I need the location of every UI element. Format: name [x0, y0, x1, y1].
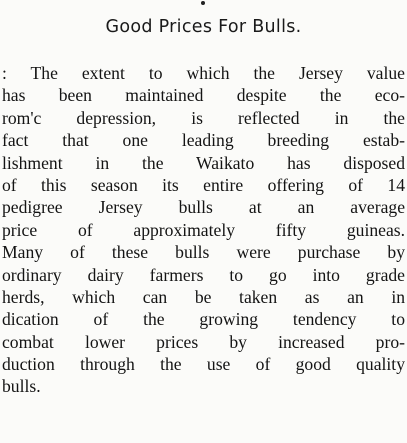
article-body: : The extent to which the Jersey value h…	[2, 62, 405, 398]
article-line: pedigree Jersey bulls at an average	[2, 197, 405, 218]
ink-speck	[201, 1, 205, 5]
article-line: has been maintained despite the eco-	[2, 85, 405, 106]
article-line: rom'c depression, is reflected in the	[2, 107, 405, 128]
article-line: price of approximately fifty guineas.	[2, 219, 405, 240]
article-line: combat lower prices by increased pro-	[2, 331, 405, 352]
article-line: ordinary dairy farmers to go into grade	[2, 264, 405, 285]
article-line: : The extent to which the Jersey value	[2, 63, 405, 83]
article-line: fact that one leading breeding estab-	[2, 130, 405, 151]
article-line: duction through the use of good quality	[2, 354, 405, 375]
article-line: of this season its entire offering of 14	[2, 174, 405, 195]
article-line: Many of these bulls were purchase by	[2, 242, 405, 263]
article-line: herds, which can be taken as an in	[2, 286, 405, 307]
article-line: lishment in the Waikato has disposed	[2, 152, 405, 173]
article-line: bulls.	[2, 376, 41, 397]
article-title: Good Prices For Bulls.	[105, 17, 302, 37]
article-line: dication of the growing tendency to	[2, 309, 405, 330]
